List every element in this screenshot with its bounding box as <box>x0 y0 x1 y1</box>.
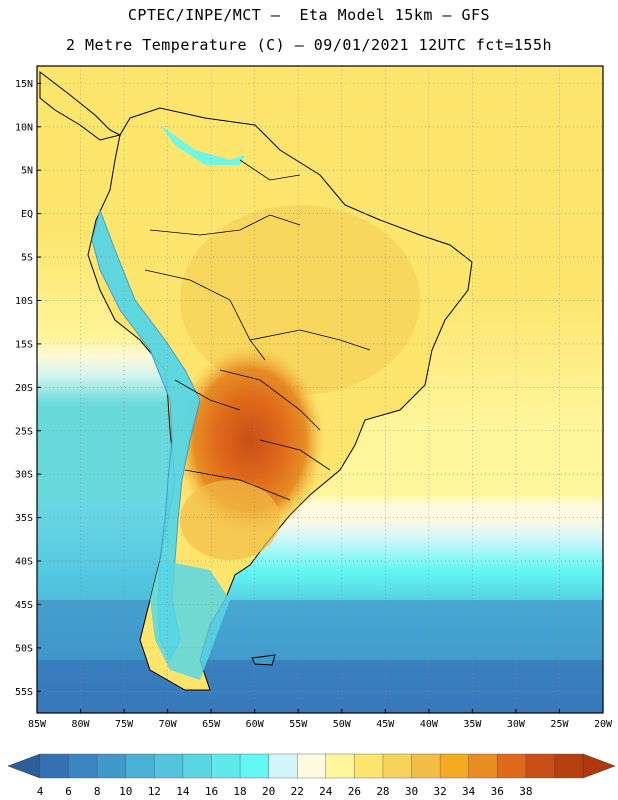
lat-tick-label: 30S <box>15 470 33 481</box>
colorbar-swatch <box>468 753 498 779</box>
lat-tick-label: 35S <box>15 513 33 524</box>
colorbar-over-arrow <box>582 753 616 779</box>
colorbar-swatch <box>182 753 212 779</box>
lon-tick-label: 75W <box>115 719 134 730</box>
lon-tick-label: 80W <box>72 719 91 730</box>
lat-tick-label: 5N <box>21 166 33 177</box>
lon-tick-label: 35W <box>463 719 482 730</box>
lon-tick-label: 20W <box>594 719 613 730</box>
colorbar: 4 6 8 10 12 14 16 18 20 22 24 26 28 30 32 34 36 38 <box>7 753 616 798</box>
lat-tick-label: 10S <box>15 296 33 307</box>
lon-tick-label: 50W <box>333 719 352 730</box>
colorbar-swatch <box>325 753 355 779</box>
colorbar-under-arrow <box>7 753 41 779</box>
longitude-axis: 85W 80W 75W 70W 65W 60W 55W 50W 45W 40W 35W 30W 25W 2… <box>28 709 613 730</box>
falkland-islands <box>251 654 276 666</box>
colorbar-label: 12 <box>148 785 161 798</box>
colorbar-swatch <box>411 753 441 779</box>
colorbar-label: 20 <box>262 785 275 798</box>
lat-tick-label: 25S <box>15 426 33 437</box>
colorbar-label: 38 <box>519 785 532 798</box>
colorbar-swatch <box>439 753 470 779</box>
colorbar-swatch <box>268 753 298 779</box>
colorbar-label: 32 <box>433 785 446 798</box>
latitude-axis: 15N 10N 5N EQ 5S 10S 15S 20S 25S 30S 35S 40S 45S 50S 5… <box>15 79 41 698</box>
lat-tick-label: 15N <box>15 79 33 90</box>
colorbar-swatch <box>525 753 555 779</box>
southern-ocean-cold-band <box>37 660 603 713</box>
colorbar-label: 8 <box>94 785 101 798</box>
colorbar-swatch <box>125 753 155 779</box>
map-frame <box>36 65 604 714</box>
country-borders <box>144 159 371 501</box>
patagonia-cool-zone <box>150 560 230 680</box>
lon-tick-label: 65W <box>202 719 221 730</box>
lat-tick-label: 40S <box>15 557 33 568</box>
colorbar-swatch <box>239 753 270 779</box>
chart-title-line-2: 2 Metre Temperature (C) – 09/01/2021 12U… <box>65 36 553 54</box>
colorbar-swatch <box>354 753 384 779</box>
lon-tick-label: 40W <box>420 719 439 730</box>
colorbar-label: 28 <box>376 785 389 798</box>
colorbar-swatch <box>211 753 241 779</box>
colorbar-label: 10 <box>119 785 132 798</box>
colorbar-swatch <box>68 753 98 779</box>
lat-tick-label: 5S <box>21 253 33 264</box>
colorbar-swatch <box>554 753 584 779</box>
colorbar-swatch <box>96 753 127 779</box>
lon-tick-label: 30W <box>507 719 526 730</box>
colorbar-label: 22 <box>291 785 304 798</box>
colorbar-label: 6 <box>65 785 72 798</box>
lon-tick-label: 25W <box>550 719 569 730</box>
colorbar-swatch <box>497 753 527 779</box>
lon-tick-label: 70W <box>159 719 178 730</box>
colorbar-swatch <box>39 753 70 779</box>
central-america-land <box>39 70 122 141</box>
lon-tick-label: 45W <box>376 719 395 730</box>
colorbar-label: 18 <box>233 785 246 798</box>
colorbar-label: 30 <box>405 785 418 798</box>
colorbar-label: 16 <box>205 785 218 798</box>
lat-tick-label: 10N <box>15 122 33 133</box>
pampas-warm-zone <box>180 480 280 560</box>
lat-tick-label: 20S <box>15 383 33 394</box>
colorbar-label: 4 <box>37 785 44 798</box>
colorbar-label: 24 <box>319 785 333 798</box>
colorbar-label: 34 <box>462 785 476 798</box>
lat-tick-label: 15S <box>15 339 33 350</box>
lat-tick-label: EQ <box>21 209 33 220</box>
venezuela-highlands <box>160 125 245 165</box>
lon-tick-label: 55W <box>289 719 308 730</box>
lat-tick-label: 45S <box>15 600 33 611</box>
colorbar-label: 36 <box>491 785 504 798</box>
colorbar-swatch <box>297 753 327 779</box>
colorbar-swatch <box>382 753 413 779</box>
lat-tick-label: 50S <box>15 643 33 654</box>
lon-tick-label: 60W <box>246 719 265 730</box>
chart-title-line-1: CPTEC/INPE/MCT – Eta Model 15km – GFS <box>127 6 491 24</box>
plot-area <box>37 66 603 713</box>
colorbar-label: 14 <box>176 785 190 798</box>
colorbar-swatch <box>154 753 184 779</box>
colorbar-label: 26 <box>348 785 361 798</box>
lon-tick-label: 85W <box>28 719 47 730</box>
lat-tick-label: 55S <box>15 687 33 698</box>
